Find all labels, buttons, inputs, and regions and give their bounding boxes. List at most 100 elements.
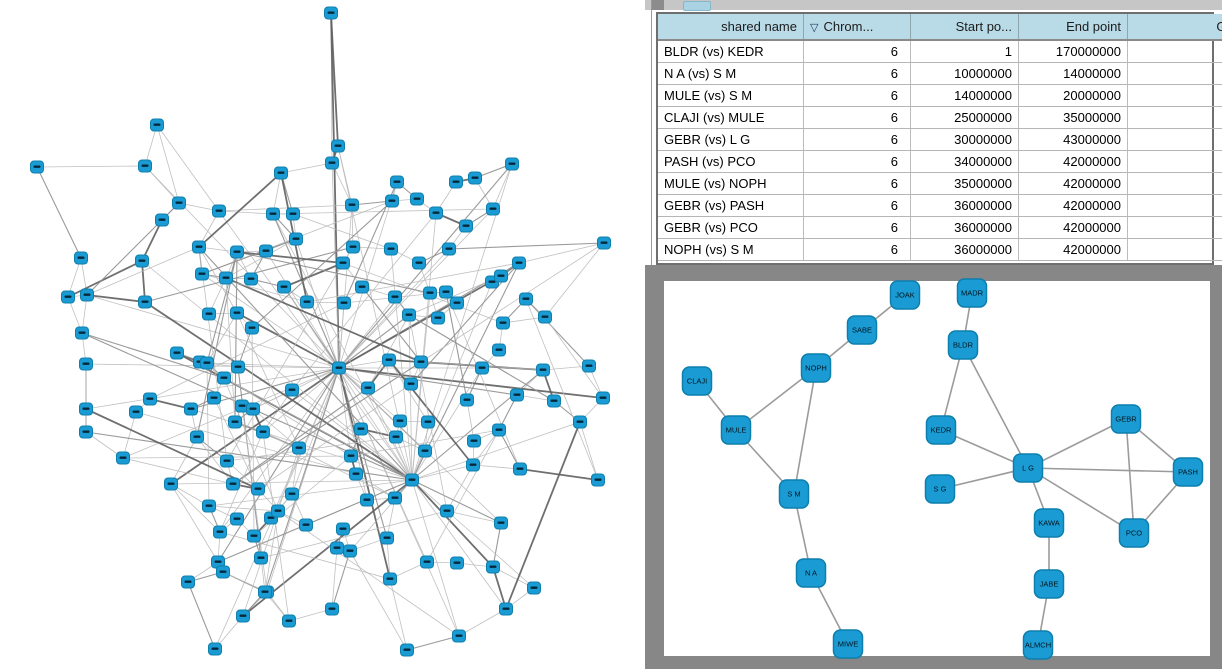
overview-node[interactable] <box>355 280 369 294</box>
overview-node[interactable] <box>547 394 561 408</box>
overview-node[interactable] <box>256 425 270 439</box>
node-shape[interactable] <box>924 474 956 504</box>
table-cell[interactable]: 6 <box>803 84 911 107</box>
table-cell[interactable]: 42000000 <box>1018 150 1128 173</box>
overview-node[interactable] <box>354 422 368 436</box>
table-cell[interactable]: 10.5 <box>1127 172 1222 195</box>
node-shape[interactable] <box>947 330 979 360</box>
overview-node[interactable] <box>202 499 216 513</box>
overview-node[interactable] <box>195 267 209 281</box>
detail-node-pash[interactable]: PASH <box>1172 457 1204 487</box>
node-shape[interactable] <box>778 479 810 509</box>
table-row[interactable]: MULE (vs) NOPH6350000004200000010.5 <box>658 172 1222 195</box>
overview-node[interactable] <box>596 391 610 405</box>
table-cell[interactable]: 5.9 <box>1127 106 1222 129</box>
overview-node[interactable] <box>442 242 456 256</box>
overview-node[interactable] <box>208 642 222 656</box>
overview-node[interactable] <box>459 219 473 233</box>
overview-node[interactable] <box>184 402 198 416</box>
overview-node[interactable] <box>336 256 350 270</box>
overview-node[interactable] <box>591 473 605 487</box>
overview-node[interactable] <box>420 555 434 569</box>
overview-node[interactable] <box>460 393 474 407</box>
overview-node[interactable] <box>536 363 550 377</box>
table-cell[interactable]: 36000000 <box>910 194 1019 217</box>
overview-node[interactable] <box>259 244 273 258</box>
overview-node[interactable] <box>79 402 93 416</box>
table-cell[interactable]: 42000000 <box>1018 172 1128 195</box>
table-cell[interactable]: 11.4 <box>1127 150 1222 173</box>
table-cell[interactable]: 192.0 <box>1127 40 1222 63</box>
overview-node[interactable] <box>450 556 464 570</box>
detail-node-jabe[interactable]: JABE <box>1033 569 1065 599</box>
table-cell[interactable]: CLAJI (vs) MULE <box>658 106 804 129</box>
table-cell[interactable]: 34000000 <box>910 150 1019 173</box>
detail-node-n-a[interactable]: N A <box>795 558 827 588</box>
table-cell[interactable]: GEBR (vs) PCO <box>658 216 804 239</box>
overview-node[interactable] <box>271 504 285 518</box>
overview-node[interactable] <box>452 629 466 643</box>
overview-node[interactable] <box>582 359 596 373</box>
table-cell[interactable]: 42000000 <box>1018 216 1128 239</box>
table-cell[interactable]: 6.6 <box>1127 62 1222 85</box>
table-cell[interactable]: NOPH (vs) S M <box>658 238 804 261</box>
overview-node[interactable] <box>212 204 226 218</box>
overview-node[interactable] <box>360 493 374 507</box>
detail-node-gebr[interactable]: GEBR <box>1110 404 1142 434</box>
table-cell[interactable]: 6 <box>803 128 911 151</box>
node-shape[interactable] <box>800 353 832 383</box>
overview-node[interactable] <box>390 175 404 189</box>
table-cell[interactable]: MULE (vs) S M <box>658 84 804 107</box>
table-cell[interactable]: 43000000 <box>1018 128 1128 151</box>
detail-node-madr[interactable]: MADR <box>956 278 988 308</box>
overview-node[interactable] <box>486 202 500 216</box>
column-header-chrom[interactable]: ▽ Chrom... <box>803 14 911 41</box>
node-shape[interactable] <box>1012 453 1044 483</box>
table-cell[interactable]: 6 <box>803 106 911 129</box>
overview-node[interactable] <box>213 525 227 539</box>
overview-node[interactable] <box>170 346 184 360</box>
overview-node[interactable] <box>431 311 445 325</box>
detail-network-canvas[interactable]: JOAK MADR SABE BLDR NOPH CLAJI MULE KEDR GEBR L G… <box>645 265 1222 669</box>
table-cell[interactable]: 8.9 <box>1127 194 1222 217</box>
overview-node[interactable] <box>494 269 508 283</box>
overview-node[interactable] <box>345 198 359 212</box>
table-cell[interactable]: GEBR (vs) PASH <box>658 194 804 217</box>
overview-node[interactable] <box>467 434 481 448</box>
overview-node[interactable] <box>219 271 233 285</box>
overview-node[interactable] <box>492 423 506 437</box>
overview-node[interactable] <box>155 213 169 227</box>
overview-node[interactable] <box>230 245 244 259</box>
detail-node-noph[interactable]: NOPH <box>800 353 832 383</box>
detail-node-pco[interactable]: PCO <box>1118 518 1150 548</box>
overview-node[interactable] <box>247 529 261 543</box>
table-row[interactable]: CLAJI (vs) MULE625000000350000005.9 <box>658 106 1222 129</box>
overview-node[interactable] <box>475 361 489 375</box>
overview-node[interactable] <box>61 290 75 304</box>
overview-node[interactable] <box>346 240 360 254</box>
overview-node[interactable] <box>285 487 299 501</box>
detail-node-claji[interactable]: CLAJI <box>681 366 713 396</box>
overview-node[interactable] <box>440 504 454 518</box>
overview-node[interactable] <box>331 139 345 153</box>
overview-node[interactable] <box>414 355 428 369</box>
overview-node[interactable] <box>135 254 149 268</box>
overview-node[interactable] <box>150 118 164 132</box>
detail-node-joak[interactable]: JOAK <box>889 280 921 310</box>
node-shape[interactable] <box>795 558 827 588</box>
table-row[interactable]: N A (vs) S M610000000140000006.6 <box>658 62 1222 85</box>
overview-node[interactable] <box>231 360 245 374</box>
overview-node[interactable] <box>466 458 480 472</box>
detail-node-bldr[interactable]: BLDR <box>947 330 979 360</box>
overview-node[interactable] <box>597 236 611 250</box>
overview-node[interactable] <box>207 391 221 405</box>
table-cell[interactable]: 30000000 <box>910 128 1019 151</box>
overview-node[interactable] <box>289 232 303 246</box>
overview-node[interactable] <box>494 516 508 530</box>
overview-node[interactable] <box>74 251 88 265</box>
overview-node[interactable] <box>388 290 402 304</box>
overview-node[interactable] <box>573 415 587 429</box>
node-shape[interactable] <box>832 629 864 659</box>
overview-node[interactable] <box>285 383 299 397</box>
table-cell[interactable]: 6 <box>803 238 911 261</box>
